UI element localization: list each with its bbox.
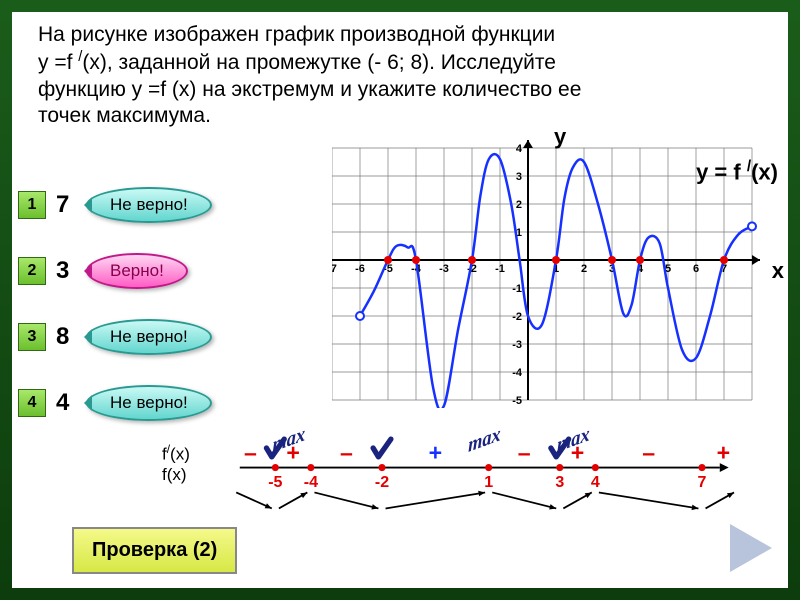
next-arrow-button[interactable] bbox=[730, 524, 772, 572]
answer-row: 44 Не верно! bbox=[18, 380, 212, 426]
function-label: y = f /(x) bbox=[696, 158, 778, 185]
slide-frame: На рисунке изображен график производной … bbox=[0, 0, 800, 600]
svg-text:-5: -5 bbox=[268, 474, 282, 491]
svg-text:-7: -7 bbox=[332, 263, 337, 275]
svg-text:–: – bbox=[518, 439, 531, 465]
answer-value: 7 bbox=[56, 191, 76, 219]
svg-text:max: max bbox=[468, 423, 501, 458]
y-axis-label: y bbox=[554, 124, 566, 150]
answer-callout: Не верно! bbox=[86, 385, 212, 421]
svg-text:7: 7 bbox=[698, 474, 707, 491]
svg-text:+: + bbox=[429, 439, 443, 465]
svg-text:-4: -4 bbox=[512, 367, 523, 379]
svg-text:-6: -6 bbox=[355, 263, 365, 275]
answers-panel: 17Не верно!23Верно!38Не верно!44Не верно… bbox=[18, 182, 212, 446]
task-line4: точек максимума. bbox=[38, 104, 211, 127]
svg-text:-1: -1 bbox=[512, 283, 522, 295]
svg-text:4: 4 bbox=[516, 143, 523, 155]
svg-text:3: 3 bbox=[516, 171, 522, 183]
chart-area: y x y = f /(x) -7-6-5-4-3-2-112345671234… bbox=[332, 128, 782, 408]
answer-row: 23 Верно! bbox=[18, 248, 212, 294]
svg-text:-1: -1 bbox=[495, 263, 505, 275]
answer-badge[interactable]: 2 bbox=[18, 257, 46, 285]
answer-value: 4 bbox=[56, 389, 76, 417]
svg-text:1: 1 bbox=[484, 474, 493, 491]
task-line1: На рисунке изображен график производной … bbox=[38, 23, 555, 46]
svg-text:-2: -2 bbox=[512, 311, 522, 323]
answer-callout: Верно! bbox=[86, 253, 188, 289]
svg-text:+: + bbox=[717, 439, 731, 465]
signline-svg: -5-4-21347–+–+–+–+maxmaxmax bbox=[152, 432, 772, 512]
svg-text:2: 2 bbox=[516, 199, 522, 211]
task-line2a: у =f bbox=[38, 51, 78, 74]
answer-callout: Не верно! bbox=[86, 187, 212, 223]
svg-text:–: – bbox=[244, 439, 257, 465]
answer-row: 38 Не верно! bbox=[18, 314, 212, 360]
svg-text:3: 3 bbox=[555, 474, 564, 491]
answer-badge[interactable]: 4 bbox=[18, 389, 46, 417]
answer-callout: Не верно! bbox=[86, 319, 212, 355]
svg-text:-4: -4 bbox=[304, 474, 318, 491]
svg-text:-2: -2 bbox=[375, 474, 389, 491]
svg-text:–: – bbox=[642, 439, 655, 465]
answer-badge[interactable]: 1 bbox=[18, 191, 46, 219]
signline-area: -5-4-21347–+–+–+–+maxmaxmax bbox=[152, 432, 772, 512]
svg-text:6: 6 bbox=[693, 263, 699, 275]
svg-text:–: – bbox=[340, 439, 353, 465]
svg-text:-5: -5 bbox=[512, 395, 522, 407]
svg-text:4: 4 bbox=[591, 474, 600, 491]
task-line3: функцию у =f (x) на экстремум и укажите … bbox=[38, 78, 581, 101]
x-axis-label: x bbox=[772, 258, 784, 284]
svg-text:-3: -3 bbox=[439, 263, 449, 275]
check-button[interactable]: Проверка (2) bbox=[72, 527, 237, 574]
answer-value: 3 bbox=[56, 257, 76, 285]
answer-value: 8 bbox=[56, 323, 76, 351]
svg-text:2: 2 bbox=[581, 263, 587, 275]
task-text: На рисунке изображен график производной … bbox=[38, 22, 778, 129]
task-line2b: (x), заданной на промежутке (- 6; 8). Ис… bbox=[82, 51, 556, 74]
answer-row: 17 Не верно! bbox=[18, 182, 212, 228]
svg-text:-3: -3 bbox=[512, 339, 522, 351]
answer-badge[interactable]: 3 bbox=[18, 323, 46, 351]
